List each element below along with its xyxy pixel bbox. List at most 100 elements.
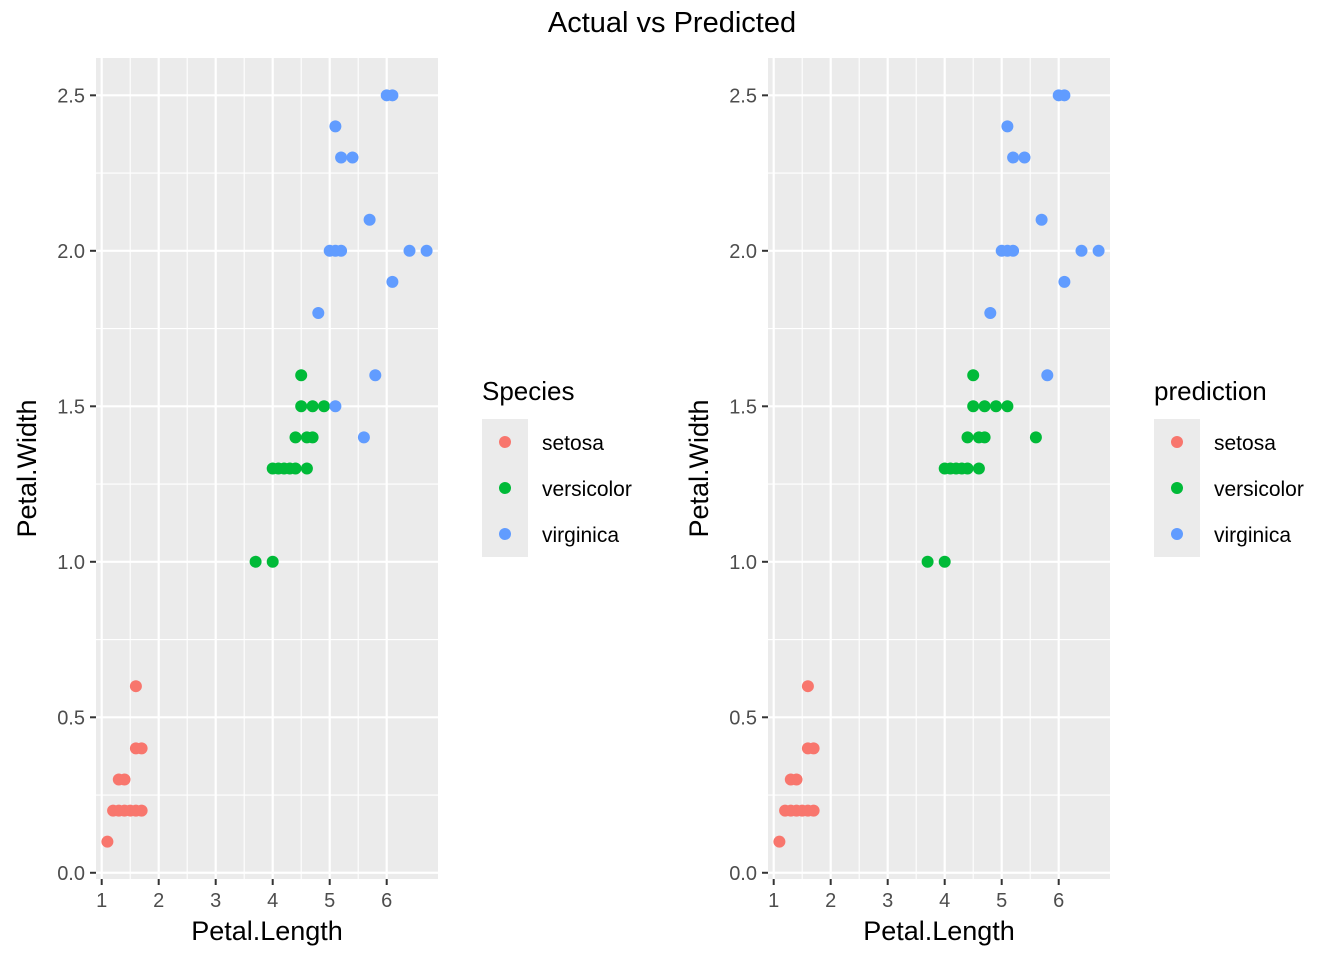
data-point-versicolor: [961, 431, 974, 444]
data-point-virginica: [357, 431, 370, 444]
data-point-versicolor: [938, 555, 951, 568]
data-point-versicolor: [295, 400, 308, 413]
data-point-versicolor: [978, 400, 991, 413]
x-tick-label: 2: [825, 890, 836, 912]
data-point-versicolor: [967, 369, 980, 382]
data-point-virginica: [1041, 369, 1054, 382]
data-point-virginica: [1007, 151, 1020, 164]
data-point-virginica: [403, 244, 416, 257]
data-point-virginica: [386, 275, 399, 288]
x-tick-label: 5: [324, 890, 335, 912]
data-point-versicolor: [295, 369, 308, 382]
data-point-setosa: [807, 742, 820, 755]
data-point-virginica: [335, 244, 348, 257]
data-point-virginica: [1007, 244, 1020, 257]
data-point-versicolor: [921, 555, 934, 568]
x-tick-label: 3: [882, 890, 893, 912]
data-point-virginica: [346, 151, 359, 164]
data-point-versicolor: [289, 431, 302, 444]
data-point-versicolor: [1029, 431, 1042, 444]
data-point-setosa: [129, 680, 142, 693]
x-axis-title: Petal.Length: [863, 916, 1015, 946]
y-axis-title: Petal.Width: [12, 399, 42, 537]
main-title: Actual vs Predicted: [548, 7, 796, 39]
y-tick-label: 1.0: [729, 552, 757, 574]
y-tick-label: 2.0: [729, 241, 757, 263]
y-tick-label: 1.0: [57, 552, 85, 574]
y-tick-label: 2.5: [57, 85, 85, 107]
x-tick-label: 1: [96, 890, 107, 912]
data-point-virginica: [363, 213, 376, 226]
data-point-versicolor: [1001, 400, 1014, 413]
y-tick-label: 0.5: [57, 707, 85, 729]
legend-label-virginica: virginica: [1214, 524, 1291, 547]
x-tick-label: 4: [939, 890, 950, 912]
y-tick-label: 2.0: [57, 241, 85, 263]
data-point-versicolor: [300, 462, 313, 475]
data-point-setosa: [135, 804, 148, 817]
data-point-setosa: [135, 742, 148, 755]
data-point-virginica: [369, 369, 382, 382]
data-point-versicolor: [967, 400, 980, 413]
data-point-setosa: [773, 835, 786, 848]
data-point-versicolor: [266, 555, 279, 568]
legend-dot-setosa: [499, 436, 511, 448]
data-point-setosa: [801, 680, 814, 693]
legend-dot-setosa: [1171, 436, 1183, 448]
data-point-virginica: [1018, 151, 1031, 164]
y-tick-label: 0.0: [57, 863, 85, 885]
x-tick-label: 6: [1053, 890, 1064, 912]
data-point-setosa: [101, 835, 114, 848]
y-tick-label: 1.5: [57, 396, 85, 418]
y-tick-label: 0.5: [729, 707, 757, 729]
data-point-setosa: [118, 773, 131, 786]
data-point-versicolor: [978, 431, 991, 444]
data-point-virginica: [984, 307, 997, 320]
y-tick-label: 0.0: [729, 863, 757, 885]
legend-label-setosa: setosa: [542, 432, 604, 455]
y-axis-title: Petal.Width: [684, 399, 714, 537]
data-point-virginica: [1075, 244, 1088, 257]
legend-label-versicolor: versicolor: [1214, 478, 1304, 501]
data-point-versicolor: [318, 400, 330, 413]
x-tick-label: 5: [996, 890, 1007, 912]
data-point-virginica: [1058, 89, 1071, 102]
data-point-versicolor: [306, 400, 319, 413]
data-point-virginica: [1092, 244, 1105, 257]
data-point-virginica: [335, 151, 348, 164]
data-point-virginica: [420, 244, 433, 257]
data-point-setosa: [807, 804, 820, 817]
data-point-versicolor: [990, 400, 1002, 413]
legend-label-virginica: virginica: [542, 524, 619, 547]
data-point-versicolor: [306, 431, 319, 444]
actual-plot: 1 2 3 4 5 6 0.0 0.5 1.0 1.5 2.0 2.5 Petal.Length Peta…: [12, 58, 632, 946]
data-point-virginica: [1058, 275, 1071, 288]
data-point-setosa: [790, 773, 803, 786]
y-tick-label: 2.5: [729, 85, 757, 107]
x-axis-title: Petal.Length: [191, 916, 343, 946]
legend-dot-versicolor: [1171, 482, 1183, 494]
data-point-virginica: [1035, 213, 1048, 226]
x-tick-label: 6: [381, 890, 392, 912]
legend-title: Species: [482, 376, 575, 406]
predicted-plot: 1 2 3 4 5 6 0.0 0.5 1.0 1.5 2.0 2.5 Petal.Length Peta…: [684, 58, 1304, 946]
data-point-versicolor: [289, 462, 302, 475]
x-tick-label: 4: [267, 890, 278, 912]
data-point-versicolor: [249, 555, 262, 568]
data-point-virginica: [386, 89, 399, 102]
legend-dot-versicolor: [499, 482, 511, 494]
legend-title: prediction: [1154, 376, 1267, 406]
y-tick-label: 1.5: [729, 396, 757, 418]
data-point-virginica: [312, 307, 325, 320]
data-point-virginica: [329, 400, 342, 413]
data-point-virginica: [1001, 120, 1014, 133]
data-point-versicolor: [972, 462, 985, 475]
data-point-versicolor: [961, 462, 974, 475]
x-tick-label: 2: [153, 890, 164, 912]
legend-dot-virginica: [499, 528, 511, 540]
x-tick-label: 1: [768, 890, 779, 912]
x-tick-label: 3: [210, 890, 221, 912]
legend-label-setosa: setosa: [1214, 432, 1276, 455]
legend-dot-virginica: [1171, 528, 1183, 540]
